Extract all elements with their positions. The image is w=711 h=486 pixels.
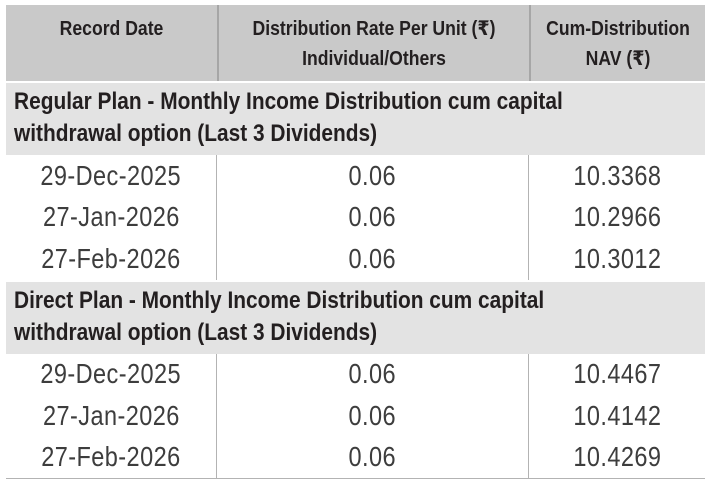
regular-plan-title-line2: withdrawal option (Last 3 Dividends) [14, 120, 378, 147]
rate-value: 0.06 [348, 159, 397, 191]
cum-distribution-header-line2: NAV (₹) [585, 48, 651, 70]
record-date-value: 27-Feb-2026 [41, 242, 181, 274]
nav-value: 10.4467 [573, 358, 661, 390]
record-date-cell: 29-Dec-2025 [6, 155, 217, 197]
column-header-distribution-rate: Distribution Rate Per Unit (₹) Individua… [217, 5, 529, 81]
nav-value: 10.3012 [573, 242, 661, 274]
section-header-regular-plan: Regular Plan - Monthly Income Distributi… [6, 81, 705, 155]
nav-value: 10.3368 [573, 159, 661, 191]
record-date-value: 27-Jan-2026 [42, 399, 180, 431]
rate-value: 0.06 [348, 242, 397, 274]
rate-cell: 0.06 [217, 238, 529, 280]
record-date-cell: 27-Jan-2026 [6, 395, 217, 437]
direct-plan-title-line1: Direct Plan - Monthly Income Distributio… [14, 286, 545, 314]
record-date-value: 29-Dec-2025 [40, 358, 182, 390]
record-date-cell: 27-Feb-2026 [6, 238, 217, 280]
nav-cell: 10.2966 [529, 197, 705, 239]
rate-value: 0.06 [348, 358, 397, 390]
table-row: 29-Dec-2025 0.06 10.3368 [6, 155, 705, 197]
record-date-value: 27-Feb-2026 [41, 441, 181, 473]
table-row: 27-Jan-2026 0.06 10.4142 [6, 395, 705, 437]
table-row: 27-Feb-2026 0.06 10.4269 [6, 436, 705, 479]
rate-cell: 0.06 [217, 436, 529, 478]
record-date-value: 27-Jan-2026 [42, 201, 180, 233]
table-row: 29-Dec-2025 0.06 10.4467 [6, 353, 705, 396]
distribution-rate-header-line2: Individual/Others [302, 48, 446, 70]
rate-value: 0.06 [348, 441, 397, 473]
rate-cell: 0.06 [217, 353, 529, 395]
section-header-direct-plan: Direct Plan - Monthly Income Distributio… [6, 279, 705, 354]
nav-cell: 10.4269 [529, 437, 705, 479]
record-date-cell: 29-Dec-2025 [6, 353, 217, 395]
record-date-value: 29-Dec-2025 [40, 159, 182, 191]
column-header-cum-distribution-nav: Cum-Distribution NAV (₹) [529, 5, 705, 81]
rate-value: 0.06 [348, 201, 397, 233]
record-date-header-label: Record Date [59, 18, 164, 40]
nav-cell: 10.4142 [529, 395, 705, 437]
cum-distribution-header-line1: Cum-Distribution [546, 18, 690, 40]
table-header-row: Record Date Distribution Rate Per Unit (… [6, 5, 705, 81]
nav-cell: 10.3368 [529, 155, 705, 197]
column-header-record-date: Record Date [6, 5, 217, 81]
distribution-rate-header-line1: Distribution Rate Per Unit (₹) [252, 18, 496, 40]
record-date-cell: 27-Jan-2026 [6, 196, 217, 238]
rate-value: 0.06 [348, 399, 397, 431]
nav-value: 10.4269 [573, 441, 661, 473]
direct-plan-title-line2: withdrawal option (Last 3 Dividends) [14, 318, 378, 346]
nav-cell: 10.3012 [529, 238, 705, 280]
rate-cell: 0.06 [217, 155, 529, 197]
regular-plan-title-line1: Regular Plan - Monthly Income Distributi… [14, 88, 563, 115]
nav-value: 10.4142 [573, 399, 661, 431]
nav-cell: 10.4467 [529, 354, 705, 396]
nav-value: 10.2966 [573, 201, 661, 233]
rate-cell: 0.06 [217, 395, 529, 437]
rate-cell: 0.06 [217, 196, 529, 238]
distribution-table: Record Date Distribution Rate Per Unit (… [6, 5, 705, 479]
table-row: 27-Feb-2026 0.06 10.3012 [6, 238, 705, 280]
record-date-cell: 27-Feb-2026 [6, 436, 217, 478]
table-row: 27-Jan-2026 0.06 10.2966 [6, 196, 705, 239]
